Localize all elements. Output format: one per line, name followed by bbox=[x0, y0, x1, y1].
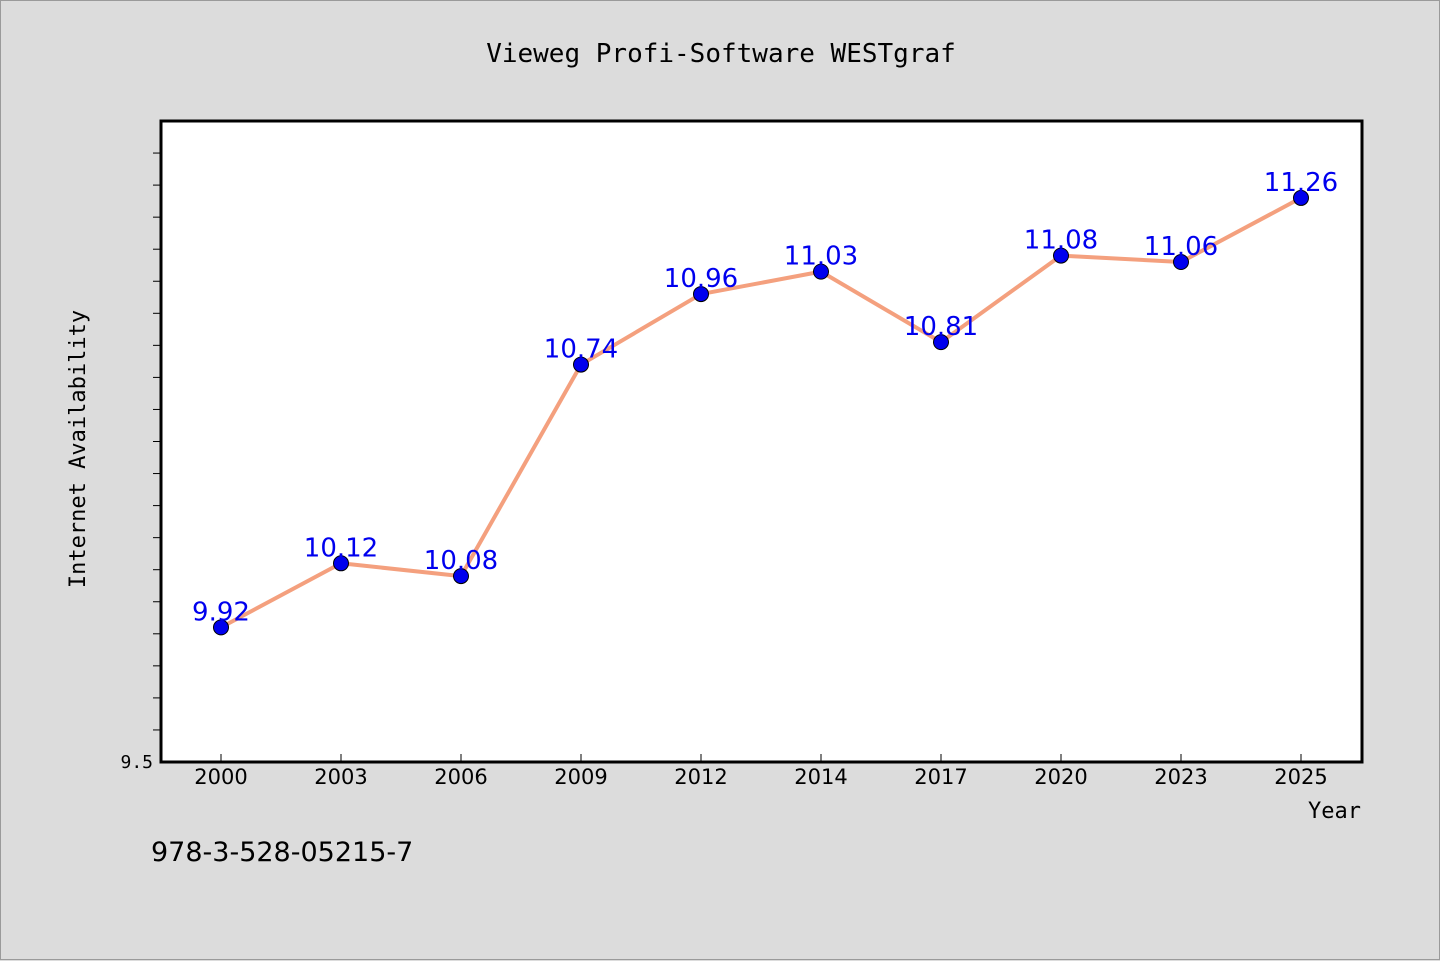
data-label: 11.06 bbox=[1144, 232, 1218, 262]
x-tick-label: 2009 bbox=[554, 765, 607, 789]
plot-area bbox=[159, 119, 1364, 764]
isbn-code: 978-3-528-05215-7 bbox=[151, 837, 414, 868]
data-point bbox=[213, 619, 229, 636]
data-point bbox=[453, 568, 469, 585]
x-axis-ticks bbox=[220, 754, 1302, 762]
x-tick-label: 2014 bbox=[794, 765, 847, 789]
data-point bbox=[1293, 189, 1309, 206]
chart-title: Vieweg Profi-Software WESTgraf bbox=[486, 39, 956, 69]
x-tick-label: 2023 bbox=[1154, 765, 1207, 789]
data-point bbox=[933, 334, 949, 351]
y-tick-label: 9.5 bbox=[120, 752, 153, 773]
data-label: 11.26 bbox=[1264, 168, 1338, 198]
y-axis-ticks bbox=[153, 152, 161, 731]
data-label: 11.03 bbox=[784, 242, 858, 272]
data-label: 10.74 bbox=[544, 335, 618, 365]
data-label: 11.08 bbox=[1024, 226, 1098, 256]
y-axis-label: Internet Availability bbox=[66, 310, 91, 588]
series-layer: 9.92 10.12 10.08 10.74 10.96 11.03 10.81 11.08 1… bbox=[192, 168, 1338, 636]
series-line bbox=[220, 196, 1302, 630]
x-tick-label: 2012 bbox=[674, 765, 727, 789]
x-axis-label: Year bbox=[1308, 799, 1361, 824]
x-tick-label: 2020 bbox=[1034, 765, 1087, 789]
data-point bbox=[813, 263, 829, 280]
data-label: 10.12 bbox=[304, 533, 378, 563]
data-label: 10.81 bbox=[904, 312, 978, 342]
data-point bbox=[1053, 247, 1069, 264]
data-label: 9.92 bbox=[192, 597, 250, 627]
data-label: 10.08 bbox=[424, 546, 498, 576]
data-point bbox=[693, 286, 709, 303]
data-label: 10.96 bbox=[664, 264, 738, 294]
data-point bbox=[573, 356, 589, 373]
x-tick-label: 2025 bbox=[1274, 765, 1327, 789]
x-tick-label: 2006 bbox=[434, 765, 487, 789]
x-tick-labels: 2000 2003 2006 2009 2012 2014 2017 2020 2023 2025 bbox=[194, 765, 1327, 789]
data-point bbox=[1173, 254, 1189, 271]
x-tick-label: 2000 bbox=[194, 765, 247, 789]
x-tick-label: 2003 bbox=[314, 765, 367, 789]
data-point bbox=[333, 555, 349, 572]
x-tick-label: 2017 bbox=[914, 765, 967, 789]
